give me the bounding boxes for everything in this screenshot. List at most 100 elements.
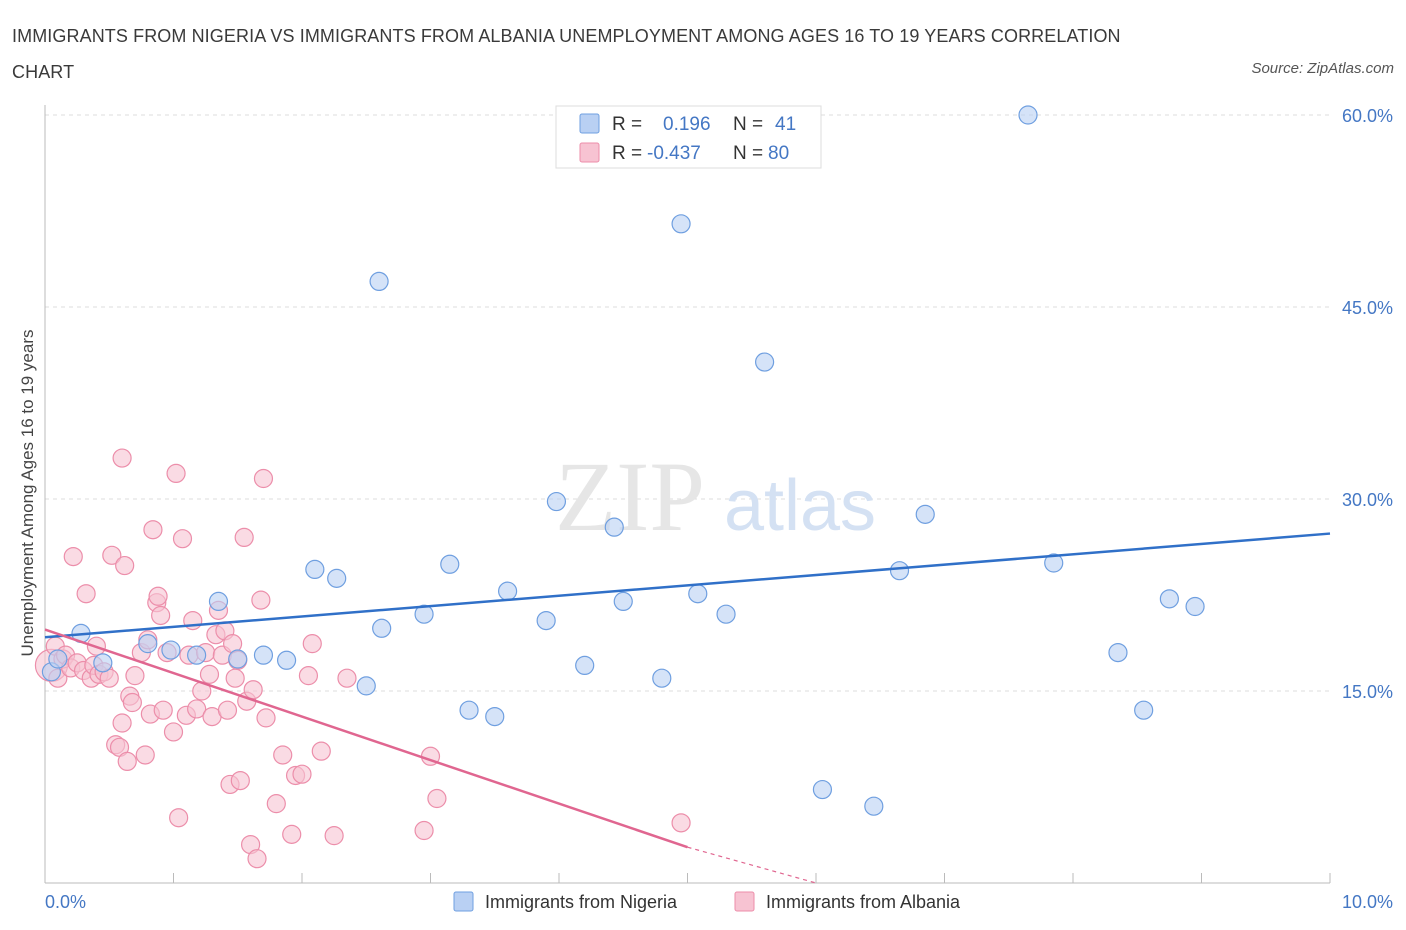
albania-point-71 <box>298 666 319 686</box>
nigeria-point-8 <box>228 649 248 669</box>
albania-point-9 <box>76 584 96 604</box>
nigeria-point-33 <box>889 561 910 581</box>
axes <box>44 105 1331 884</box>
albania-point-64 <box>253 468 274 489</box>
bottom-legend-swatch-albania <box>734 891 755 912</box>
nigeria-point-38 <box>1134 700 1154 720</box>
series-nigeria-points <box>41 105 1205 816</box>
stats-legend-box <box>555 105 822 169</box>
nigeria-point-28 <box>688 584 708 604</box>
albania-point-52 <box>217 700 238 720</box>
albania-point-16 <box>102 545 122 565</box>
nigeria-point-16 <box>414 604 434 624</box>
albania-point-46 <box>199 664 220 684</box>
nigeria-point-10 <box>276 650 297 670</box>
albania-point-27 <box>135 745 155 765</box>
nigeria-point-22 <box>546 491 567 512</box>
nigeria-point-6 <box>187 645 207 665</box>
legend-n-label-albania: N = <box>733 143 763 164</box>
bottom-legend-label-nigeria: Immigrants from Nigeria <box>485 892 678 912</box>
nigeria-point-9 <box>253 645 274 665</box>
y-tick-label-1: 30.0% <box>1342 490 1393 510</box>
albania-point-74 <box>324 826 344 846</box>
legend-r-label-albania: R = <box>612 143 642 164</box>
albania-point-19 <box>112 713 132 733</box>
albania-point-73 <box>311 741 331 761</box>
nigeria-trend-line <box>44 532 1331 639</box>
albania-point-21 <box>115 555 135 576</box>
stats-legend: R = 0.196 N = 41 R = -0.437 N = 80 <box>555 105 822 169</box>
watermark-zip: ZIP <box>555 441 705 552</box>
nigeria-point-30 <box>754 352 775 372</box>
legend-r-label-nigeria: R = <box>612 114 642 135</box>
series-albania-points <box>34 448 691 869</box>
nigeria-point-5 <box>161 640 181 660</box>
albania-trend-line <box>44 628 688 849</box>
nigeria-point-11 <box>305 559 325 580</box>
albania-point-25 <box>125 666 145 686</box>
nigeria-point-37 <box>1108 642 1128 663</box>
albania-point-58 <box>234 527 254 548</box>
albania-point-55 <box>225 668 245 688</box>
albania-point-32 <box>148 586 168 606</box>
albania-point-24 <box>122 692 142 713</box>
albania-point-61 <box>243 680 263 700</box>
albania-point-20 <box>112 448 132 468</box>
nigeria-point-1 <box>48 649 68 669</box>
albania-point-72 <box>302 634 322 654</box>
albania-point-68 <box>282 824 302 844</box>
legend-r-value-nigeria: 0.196 <box>663 114 711 135</box>
bottom-legend-swatch-nigeria <box>453 891 474 912</box>
albania-point-76 <box>414 820 434 841</box>
nigeria-point-39 <box>1159 589 1179 609</box>
albania-point-65 <box>256 708 276 728</box>
y-tick-labels: 15.0% 30.0% 45.0% 60.0% <box>1342 106 1393 702</box>
albania-point-78 <box>427 788 447 809</box>
nigeria-point-35 <box>1018 105 1038 125</box>
nigeria-point-32 <box>864 796 884 816</box>
nigeria-point-36 <box>1044 553 1064 573</box>
albania-point-70 <box>292 764 312 784</box>
albania-point-43 <box>187 699 207 719</box>
y-tick-label-3: 60.0% <box>1342 106 1393 126</box>
albania-point-6 <box>63 546 83 567</box>
nigeria-point-19 <box>485 706 505 727</box>
nigeria-point-13 <box>356 676 376 696</box>
albania-trend-extension <box>687 846 817 884</box>
y-tick-label-2: 45.0% <box>1342 298 1393 318</box>
albania-point-66 <box>266 794 286 814</box>
x-tick-label-0: 0.0% <box>45 892 86 912</box>
legend-swatch-albania <box>579 142 600 163</box>
nigeria-point-25 <box>613 591 633 612</box>
albania-point-67 <box>273 745 293 765</box>
trend-lines <box>44 532 1331 884</box>
x-tick-labels: 0.0% 10.0% <box>45 892 1393 912</box>
nigeria-point-20 <box>498 581 518 601</box>
nigeria-point-29 <box>716 604 736 624</box>
albania-point-30 <box>143 520 163 540</box>
nigeria-point-18 <box>459 700 479 720</box>
legend-n-value-nigeria: 41 <box>775 114 796 135</box>
grid-lines <box>45 114 1330 692</box>
albania-point-38 <box>169 808 189 828</box>
watermark: ZIP atlas <box>555 441 876 552</box>
nigeria-point-15 <box>372 618 392 638</box>
y-tick-label-0: 15.0% <box>1342 682 1393 702</box>
nigeria-point-14 <box>369 271 389 291</box>
series-legend: Immigrants from Nigeria Immigrants from … <box>453 891 961 912</box>
nigeria-point-17 <box>440 554 460 574</box>
albania-point-37 <box>166 463 186 483</box>
nigeria-point-27 <box>671 214 691 234</box>
albania-point-22 <box>117 751 137 772</box>
chart-title: IMMIGRANTS FROM NIGERIA VS IMMIGRANTS FR… <box>12 26 1121 82</box>
nigeria-point-31 <box>812 779 833 800</box>
nigeria-point-40 <box>1185 596 1205 617</box>
bottom-legend-label-albania: Immigrants from Albania <box>766 892 961 912</box>
nigeria-point-4 <box>138 634 158 654</box>
nigeria-point-24 <box>604 517 624 537</box>
legend-r-value-albania: -0.437 <box>647 143 701 164</box>
nigeria-point-3 <box>93 653 113 673</box>
albania-point-34 <box>153 700 173 720</box>
nigeria-point-7 <box>208 591 229 612</box>
